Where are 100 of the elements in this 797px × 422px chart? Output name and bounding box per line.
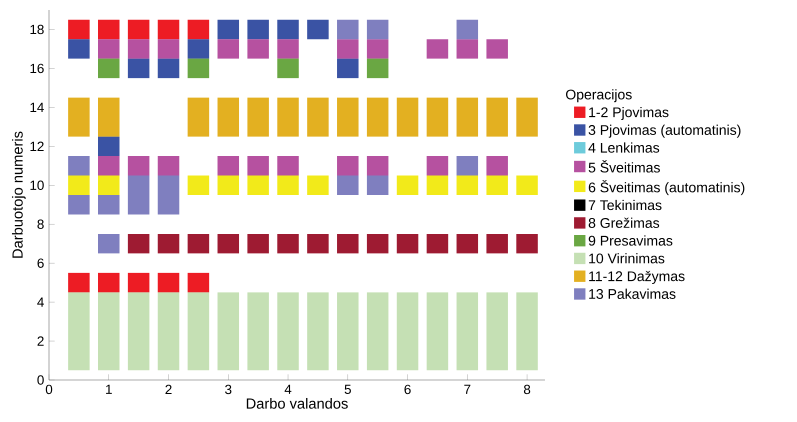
bar xyxy=(128,234,150,254)
bar xyxy=(68,292,90,370)
bar xyxy=(98,292,120,370)
bar xyxy=(426,98,448,137)
bar xyxy=(247,156,269,176)
y-tick-label: 14 xyxy=(30,102,44,112)
bar xyxy=(486,292,508,370)
bar xyxy=(396,176,418,195)
x-tick-label: 8 xyxy=(524,384,530,394)
bar xyxy=(337,156,359,176)
bar xyxy=(218,234,240,254)
legend-label: 8 Grežimas xyxy=(588,218,660,228)
bar xyxy=(456,292,478,370)
bar xyxy=(307,20,329,40)
x-tick-label: 0 xyxy=(46,384,52,394)
bar xyxy=(366,20,388,40)
bar xyxy=(98,195,120,214)
x-tick-label: 6 xyxy=(404,384,411,394)
bar xyxy=(188,272,210,292)
bar xyxy=(158,20,180,40)
bar xyxy=(396,292,418,370)
bar xyxy=(188,98,210,137)
bar xyxy=(426,234,448,254)
bar xyxy=(456,156,478,176)
bar xyxy=(158,272,180,292)
bar xyxy=(277,39,299,59)
bar xyxy=(426,292,448,370)
y-tick-label: 10 xyxy=(30,180,44,190)
x-tick-label: 5 xyxy=(344,384,351,394)
bar xyxy=(247,176,269,195)
bar xyxy=(98,272,120,292)
bar xyxy=(128,292,150,370)
bar xyxy=(516,176,538,195)
bar xyxy=(396,234,418,254)
bar xyxy=(218,292,240,370)
bar xyxy=(277,234,299,254)
bar xyxy=(366,39,388,59)
legend-label: 5 Šveitimas xyxy=(588,160,660,173)
bar xyxy=(456,176,478,195)
x-axis-title: Darbo valandos xyxy=(246,398,348,409)
bar xyxy=(158,176,180,214)
bar xyxy=(337,98,359,137)
bar xyxy=(486,156,508,176)
legend-label: 6 Šveitimas (automatinis) xyxy=(588,180,744,196)
bar xyxy=(188,292,210,370)
legend-label: 11-12 Dažymas xyxy=(589,270,685,284)
legend-label: 10 Virinimas xyxy=(589,253,664,264)
bar xyxy=(456,98,478,137)
bar xyxy=(218,20,240,40)
bar xyxy=(366,176,388,195)
legend-label: 1-2 Pjovimas xyxy=(589,106,668,120)
bar xyxy=(98,176,120,195)
bar xyxy=(277,58,299,78)
bar xyxy=(247,234,269,254)
bar xyxy=(128,20,150,40)
bar xyxy=(188,58,210,78)
legend-label: 7 Tekinimas xyxy=(588,200,662,210)
bar xyxy=(68,272,90,292)
y-tick-label: 18 xyxy=(30,24,44,34)
bar xyxy=(128,176,150,214)
bar xyxy=(247,39,269,59)
bar xyxy=(247,98,269,137)
bar xyxy=(158,58,180,78)
bar xyxy=(337,58,359,78)
bar xyxy=(98,136,120,156)
bar xyxy=(516,234,538,254)
bar xyxy=(307,234,329,254)
bar xyxy=(68,156,90,176)
bar xyxy=(366,234,388,254)
bar xyxy=(366,98,388,137)
x-tick-label: 4 xyxy=(284,384,292,394)
bar xyxy=(128,58,150,78)
y-tick-label: 6 xyxy=(38,258,44,268)
bar xyxy=(158,156,180,176)
bar xyxy=(486,234,508,254)
bar xyxy=(456,234,478,254)
bar xyxy=(277,20,299,40)
bar xyxy=(68,176,90,195)
bar xyxy=(98,58,120,78)
bar xyxy=(128,156,150,176)
bar xyxy=(337,176,359,195)
bar xyxy=(456,39,478,59)
bar xyxy=(516,98,538,137)
bar xyxy=(366,156,388,176)
bar xyxy=(188,20,210,40)
bar xyxy=(366,58,388,78)
bar xyxy=(158,292,180,370)
bar xyxy=(426,39,448,59)
bar xyxy=(218,176,240,195)
bar xyxy=(68,20,90,40)
bar xyxy=(277,292,299,370)
legend-label: 4 Lenkimas xyxy=(588,142,660,153)
bar xyxy=(337,234,359,254)
y-tick-label: 16 xyxy=(30,64,44,74)
bar xyxy=(188,234,210,254)
bar xyxy=(307,176,329,195)
y-tick-label: 12 xyxy=(30,142,44,151)
bar xyxy=(128,39,150,59)
bar xyxy=(98,156,120,176)
bar xyxy=(486,176,508,195)
